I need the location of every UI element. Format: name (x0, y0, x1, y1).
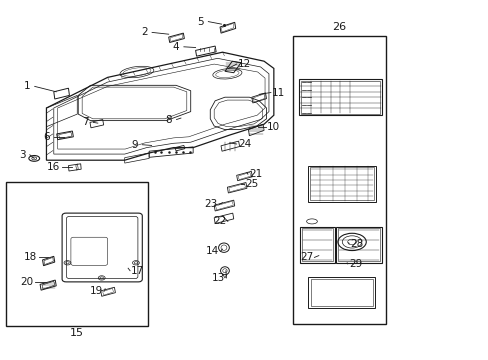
Text: 2: 2 (141, 27, 147, 37)
Text: 9: 9 (131, 140, 138, 150)
Text: 12: 12 (237, 59, 251, 69)
Text: 16: 16 (47, 162, 61, 172)
Text: 6: 6 (43, 132, 50, 142)
Text: 17: 17 (131, 266, 144, 276)
Text: 19: 19 (90, 286, 103, 296)
Text: 23: 23 (204, 199, 218, 210)
Text: 18: 18 (24, 252, 38, 262)
Text: 5: 5 (197, 17, 203, 27)
Text: 29: 29 (348, 259, 362, 269)
Text: 8: 8 (165, 114, 172, 125)
Text: 11: 11 (271, 87, 285, 98)
Text: 1: 1 (23, 81, 30, 91)
Text: 27: 27 (299, 252, 313, 262)
Text: 28: 28 (349, 239, 363, 249)
Text: 22: 22 (213, 216, 226, 226)
Text: 13: 13 (211, 273, 225, 283)
Text: 7: 7 (82, 117, 89, 127)
Bar (6, 182, 147, 326)
Text: 25: 25 (244, 179, 258, 189)
Text: 15: 15 (70, 328, 83, 338)
Bar (293, 36, 386, 324)
Text: 14: 14 (205, 246, 219, 256)
Text: 3: 3 (19, 150, 25, 160)
Text: 26: 26 (332, 22, 346, 32)
Text: 20: 20 (20, 276, 33, 287)
Text: 4: 4 (172, 42, 179, 52)
Text: 24: 24 (237, 139, 251, 149)
Text: 10: 10 (267, 122, 280, 132)
Text: 21: 21 (248, 169, 262, 179)
